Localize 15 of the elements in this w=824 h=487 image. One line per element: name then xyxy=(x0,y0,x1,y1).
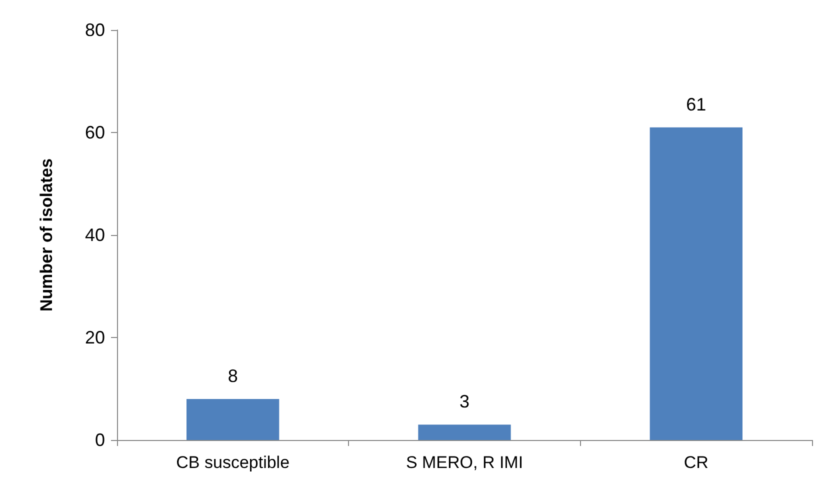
y-tick-label: 40 xyxy=(84,225,105,245)
bar xyxy=(418,424,511,440)
y-tick-label: 20 xyxy=(84,328,105,348)
x-tick-label: CB susceptible xyxy=(176,453,290,472)
bar xyxy=(650,127,742,440)
data-label: 61 xyxy=(686,94,706,114)
x-tick-label: CR xyxy=(684,453,708,472)
x-tick-label: S MERO, R IMI xyxy=(406,453,524,472)
data-label: 3 xyxy=(459,392,470,412)
y-tick-label: 80 xyxy=(84,20,105,40)
data-label: 8 xyxy=(228,366,238,386)
y-axis-title: Number of isolates xyxy=(37,158,56,312)
y-tick-label: 60 xyxy=(84,122,105,142)
bar xyxy=(186,399,280,440)
y-tick-label: 0 xyxy=(94,430,105,450)
